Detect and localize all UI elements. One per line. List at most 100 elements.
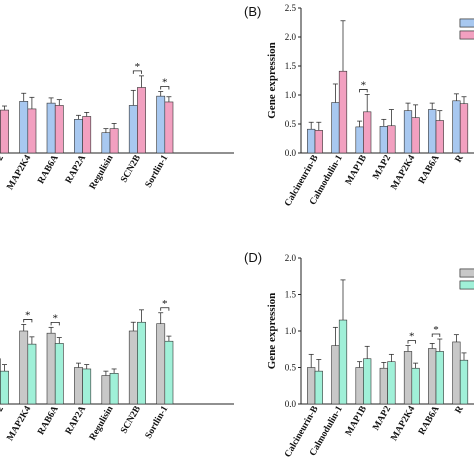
- panel-label-b: (B): [244, 4, 261, 19]
- category-label-c: Sortlin-1: [144, 404, 171, 440]
- category-label-b: R: [454, 153, 466, 164]
- y-tick-label-b: 1.5: [285, 61, 297, 71]
- bar-d-2: [411, 367, 420, 405]
- bar-b-2: [411, 117, 420, 154]
- bar-a-2: [82, 116, 92, 154]
- significance-star-b: *: [361, 79, 367, 91]
- category-label-a: Regulisin: [88, 153, 116, 192]
- bar-b-2: [435, 120, 444, 154]
- bar-d-1: [355, 367, 364, 405]
- bar-b-1: [355, 126, 364, 154]
- significance-bracket-c: [160, 307, 170, 311]
- legend-swatch-d-1: [459, 268, 474, 278]
- bar-b-1: [331, 102, 340, 154]
- bar-c-2: [137, 321, 146, 405]
- panel-label-d: (D): [244, 250, 262, 265]
- category-label-c: Regulisin: [88, 404, 116, 443]
- bar-a-2: [54, 105, 64, 154]
- significance-bracket-a: [160, 86, 170, 90]
- bar-b-1: [307, 128, 316, 154]
- category-label-d: MAP2: [371, 404, 393, 432]
- legend-b: [459, 18, 474, 40]
- bar-d-2: [387, 361, 396, 405]
- y-axis-title-d: Gene expression: [266, 293, 278, 370]
- category-label-b: MAP2K4: [389, 153, 417, 192]
- significance-bracket-a: [132, 70, 142, 74]
- bar-a-1: [74, 119, 83, 154]
- bar-b-1: [452, 100, 461, 154]
- bar-d-2: [459, 359, 469, 405]
- bar-d-1: [428, 348, 437, 405]
- y-tick-label-b: 1.0: [285, 90, 297, 100]
- y-tick-label-d: 0.0: [285, 399, 297, 409]
- significance-star-c: *: [162, 298, 168, 310]
- category-label-b: MAP2: [371, 153, 393, 181]
- bar-d-2: [435, 351, 444, 405]
- bar-b-1: [379, 126, 388, 154]
- category-label-d: MAP2K4: [389, 404, 417, 443]
- bar-c-2: [82, 368, 92, 405]
- bar-a-1: [19, 101, 29, 154]
- significance-star-a: *: [135, 61, 141, 73]
- bar-c-2: [164, 340, 174, 405]
- y-tick-label-d: 2.0: [285, 253, 297, 263]
- bar-c-1: [74, 367, 83, 405]
- y-tick-label-b: 0.5: [285, 119, 297, 129]
- bar-a-2: [137, 87, 146, 154]
- bar-a-2: [164, 101, 174, 154]
- charts-group: SMAP2MAP2K4RAB6ARAP2ARegulisinSCN2BSortl…: [0, 3, 474, 459]
- significance-bracket-c: [50, 321, 60, 326]
- legend-swatch-d-2: [459, 280, 474, 290]
- bar-c-1: [128, 330, 138, 405]
- category-label-d: R: [454, 404, 466, 415]
- bar-a-1: [101, 132, 111, 154]
- bar-a-1: [156, 95, 166, 154]
- significance-star-a: *: [162, 77, 168, 89]
- bar-b-1: [403, 110, 413, 154]
- y-axis-title-b: Gene expression: [266, 42, 278, 119]
- category-label-c: MAP2K4: [5, 404, 33, 443]
- category-label-b: MAP1B: [344, 153, 369, 187]
- category-label-c: RAB6A: [36, 404, 61, 437]
- bar-c-1: [101, 375, 111, 405]
- bar-d-1: [403, 351, 413, 405]
- y-tick-label-b: 2.5: [285, 3, 297, 13]
- category-label-a: Sortlin-1: [144, 153, 171, 189]
- bar-b-2: [338, 70, 348, 154]
- bar-d-1: [307, 367, 316, 405]
- category-label-a: MAP2K4: [5, 153, 33, 192]
- bar-b-2: [363, 111, 372, 154]
- bar-d-1: [331, 345, 340, 405]
- significance-star-c: *: [52, 312, 58, 324]
- category-label-c: MAP2: [0, 404, 6, 432]
- category-label-a: MAP2: [0, 153, 6, 181]
- significance-bracket-d: [431, 333, 441, 338]
- bar-b-2: [459, 103, 469, 154]
- y-tick-label-b: 0.0: [285, 148, 297, 158]
- significance-star-d: *: [409, 331, 415, 343]
- legend-swatch-b-1: [459, 18, 474, 28]
- significance-star-d: *: [433, 324, 439, 336]
- category-label-d: MAP1B: [344, 404, 369, 438]
- significance-bracket-b: [359, 89, 368, 93]
- bar-d-1: [452, 341, 461, 405]
- bar-a-1: [46, 102, 56, 154]
- bar-c-1: [46, 332, 56, 405]
- category-label-a: RAB6A: [36, 153, 61, 186]
- bar-d-1: [379, 367, 388, 405]
- bar-a-1: [128, 105, 138, 154]
- bar-b-2: [387, 125, 396, 154]
- y-tick-label-d: 0.5: [285, 363, 297, 373]
- bar-a-2: [27, 108, 37, 154]
- category-label-c: SCN2B: [119, 404, 143, 436]
- bar-c-2: [54, 343, 64, 405]
- bar-b-2: [314, 130, 323, 154]
- significance-bracket-c: [23, 319, 33, 323]
- y-tick-label-b: 2.0: [285, 32, 297, 42]
- bar-c-2: [109, 373, 119, 405]
- category-label-b: RAB6A: [417, 153, 442, 186]
- bar-d-2: [338, 319, 348, 405]
